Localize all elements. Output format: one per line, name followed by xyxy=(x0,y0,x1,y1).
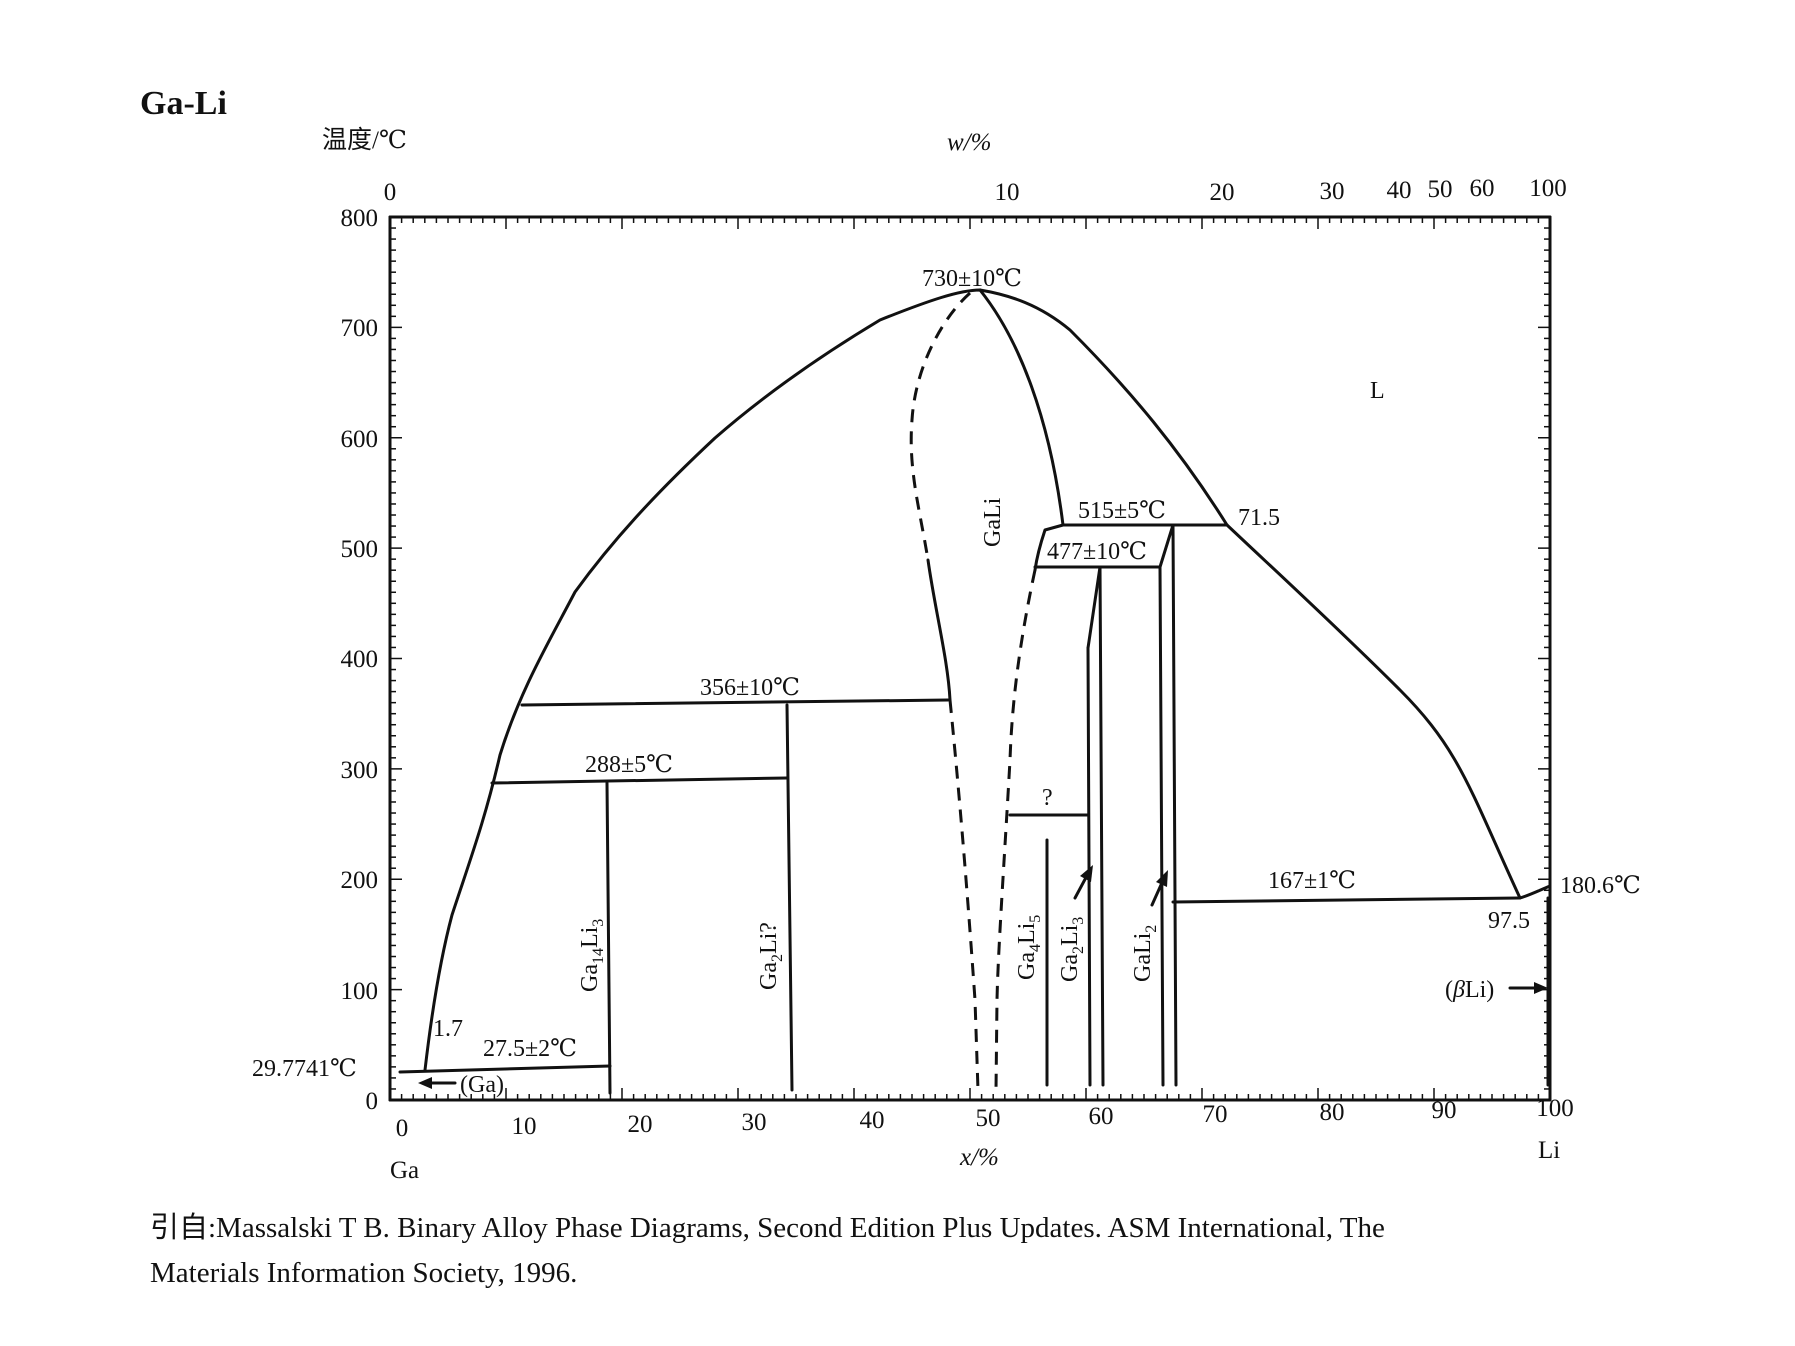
label-27: 27.5±2℃ xyxy=(483,1036,577,1062)
ga2li3-left-line xyxy=(1086,646,1092,1087)
label-71-5: 71.5 xyxy=(1238,505,1280,531)
bottom-axis-label: x/% xyxy=(959,1144,999,1171)
y-tick-label: 500 xyxy=(341,536,379,563)
x-tick-label: 10 xyxy=(512,1113,537,1140)
y-tick-labels: 0 100 200 300 400 500 600 700 800 xyxy=(341,205,379,1115)
gali-right-boundary-lower xyxy=(994,569,1037,1091)
label-730: 730±10℃ xyxy=(922,266,1022,292)
line-167 xyxy=(1171,896,1522,904)
x-tick-label: 40 xyxy=(860,1107,885,1134)
ga2li-label: Ga2Li? xyxy=(756,922,786,990)
question-label: ? xyxy=(1042,785,1053,811)
x-tick-label: 20 xyxy=(628,1111,653,1138)
diagram-title: Ga-Li xyxy=(140,85,227,122)
w-tick-label: 20 xyxy=(1210,179,1235,206)
x-tick-label: 80 xyxy=(1320,1099,1345,1126)
x-tick-label: 90 xyxy=(1432,1097,1457,1124)
x-tick-label: 100 xyxy=(1536,1095,1574,1122)
y-tick-label: 100 xyxy=(341,978,379,1005)
y-tick-label: 0 xyxy=(366,1088,379,1115)
w-tick-label: 50 xyxy=(1428,176,1453,203)
y-tick-label: 800 xyxy=(341,205,379,232)
gali2-right-line xyxy=(1171,523,1178,1087)
gali-left-boundary-lower xyxy=(948,699,980,1091)
w-tick-labels: 0 10 20 30 40 50 60 100 xyxy=(384,175,1567,206)
plot-frame xyxy=(388,215,1552,1102)
label-477: 477±10℃ xyxy=(1047,539,1147,565)
y-tick-label: 700 xyxy=(341,315,379,342)
y-axis-label: 温度/℃ xyxy=(322,126,407,154)
arrow-icon xyxy=(1508,982,1548,994)
arrow-icon xyxy=(1150,870,1168,907)
gali2-left-line xyxy=(1158,565,1165,1087)
y-tick-label: 300 xyxy=(341,757,379,784)
gali-left-boundary-upper xyxy=(909,291,972,561)
li-solid-label: (βLi) xyxy=(1445,977,1494,1003)
gali-right-solvus xyxy=(978,288,1065,527)
ga14li3-label: Ga14Li3 xyxy=(577,919,607,992)
x-tick-label: 50 xyxy=(976,1105,1001,1132)
ga4li5-label: Ga4Li5 xyxy=(1014,915,1044,980)
liquidus-curve xyxy=(423,288,1552,1072)
ga-solid-label: (Ga) xyxy=(460,1072,504,1098)
arrow-icon xyxy=(1073,865,1093,900)
label-97-5: 97.5 xyxy=(1488,908,1530,934)
y-tick-label: 400 xyxy=(341,646,379,673)
line-356 xyxy=(520,698,950,707)
ga2li3-right-line xyxy=(1098,565,1105,1087)
label-ga-melting: 29.7741℃ xyxy=(252,1056,357,1082)
top-axis-label: w/% xyxy=(947,129,991,156)
label-1-7: 1.7 xyxy=(433,1016,463,1042)
gali-label: GaLi xyxy=(980,497,1006,547)
w-tick-label: 10 xyxy=(995,179,1020,206)
ga2li3-top xyxy=(1086,565,1102,650)
left-element-label: Ga xyxy=(390,1157,419,1184)
ga2li-line xyxy=(785,703,794,1092)
label-515: 515±5℃ xyxy=(1078,498,1166,524)
gali2-top xyxy=(1158,523,1175,569)
arrow-icon xyxy=(418,1077,457,1089)
line-27 xyxy=(398,1064,612,1074)
label-167: 167±1℃ xyxy=(1268,868,1356,894)
x-tick-labels: 0 10 20 30 40 50 60 70 80 90 100 xyxy=(396,1095,1574,1142)
y-tick-label: 200 xyxy=(341,867,379,894)
citation-line-2: Materials Information Society, 1996. xyxy=(150,1257,578,1289)
w-tick-label: 100 xyxy=(1529,175,1567,202)
x-tick-label: 0 xyxy=(396,1115,409,1142)
citation-line-1: 引自:Massalski T B. Binary Alloy Phase Dia… xyxy=(150,1212,1385,1244)
gali2-label: GaLi2 xyxy=(1130,925,1160,982)
axis-ticks xyxy=(389,216,1551,1101)
label-288: 288±5℃ xyxy=(585,752,673,778)
w-tick-label: 30 xyxy=(1320,178,1345,205)
w-tick-label: 60 xyxy=(1470,175,1495,202)
liquid-label: L xyxy=(1370,378,1385,404)
x-tick-label: 60 xyxy=(1089,1103,1114,1130)
right-element-label: Li xyxy=(1538,1137,1560,1164)
ga2li3-label: Ga2Li3 xyxy=(1057,917,1087,982)
y-tick-label: 600 xyxy=(341,426,379,453)
label-li-melting: 180.6℃ xyxy=(1560,873,1641,899)
w-tick-label: 40 xyxy=(1387,177,1412,204)
ga14li3-line xyxy=(605,781,612,1095)
gali-left-boundary-middle xyxy=(926,558,952,702)
label-356: 356±10℃ xyxy=(700,675,800,701)
line-288 xyxy=(490,776,789,785)
x-tick-label: 30 xyxy=(742,1109,767,1136)
x-tick-label: 70 xyxy=(1203,1101,1228,1128)
w-tick-label: 0 xyxy=(384,179,397,206)
